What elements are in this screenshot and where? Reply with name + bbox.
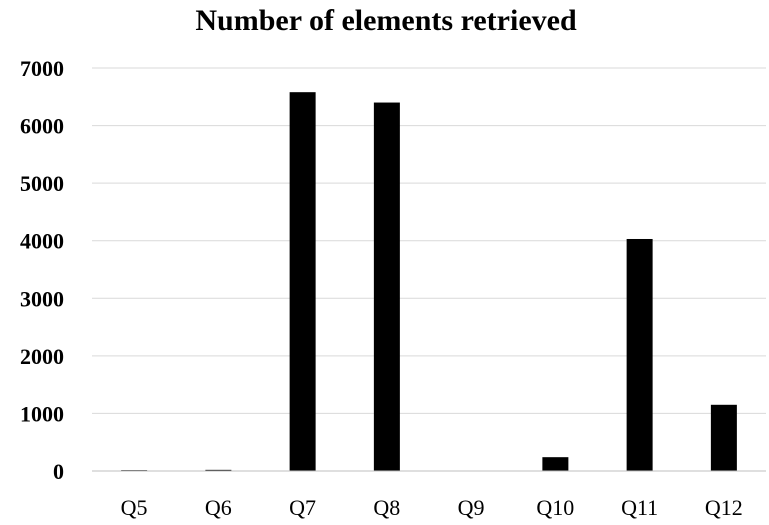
y-tick-label: 6000 [20,114,64,139]
x-category-label: Q9 [458,495,485,520]
bar-q12 [710,404,737,471]
y-tick-label: 2000 [20,344,64,369]
x-category-label: Q11 [621,495,658,520]
y-tick-label: 3000 [20,286,64,311]
x-category-label: Q7 [289,495,316,520]
bars [121,92,737,472]
y-tick-label: 1000 [20,401,64,426]
bar-q11 [626,238,653,471]
bar-q7 [289,92,316,472]
chart-title: Number of elements retrieved [195,4,577,37]
x-category-label: Q10 [536,495,574,520]
gridlines [92,67,766,414]
x-category-label: Q5 [121,495,148,520]
x-category-label: Q6 [205,495,232,520]
bar-q6 [205,469,232,471]
y-tick-label: 4000 [20,229,64,254]
y-tick-label: 7000 [20,56,64,81]
y-tick-label: 5000 [20,171,64,196]
bar-q8 [373,102,400,472]
x-category-label: Q12 [705,495,743,520]
bar-q10 [542,457,569,471]
x-axis-category-labels: Q5 Q6 Q7 Q8 Q9 Q10 Q11 Q12 [121,495,743,520]
y-axis-tick-labels: 0 1000 2000 3000 4000 5000 6000 7000 [20,56,64,484]
y-tick-label: 0 [53,459,64,484]
x-category-label: Q8 [373,495,400,520]
